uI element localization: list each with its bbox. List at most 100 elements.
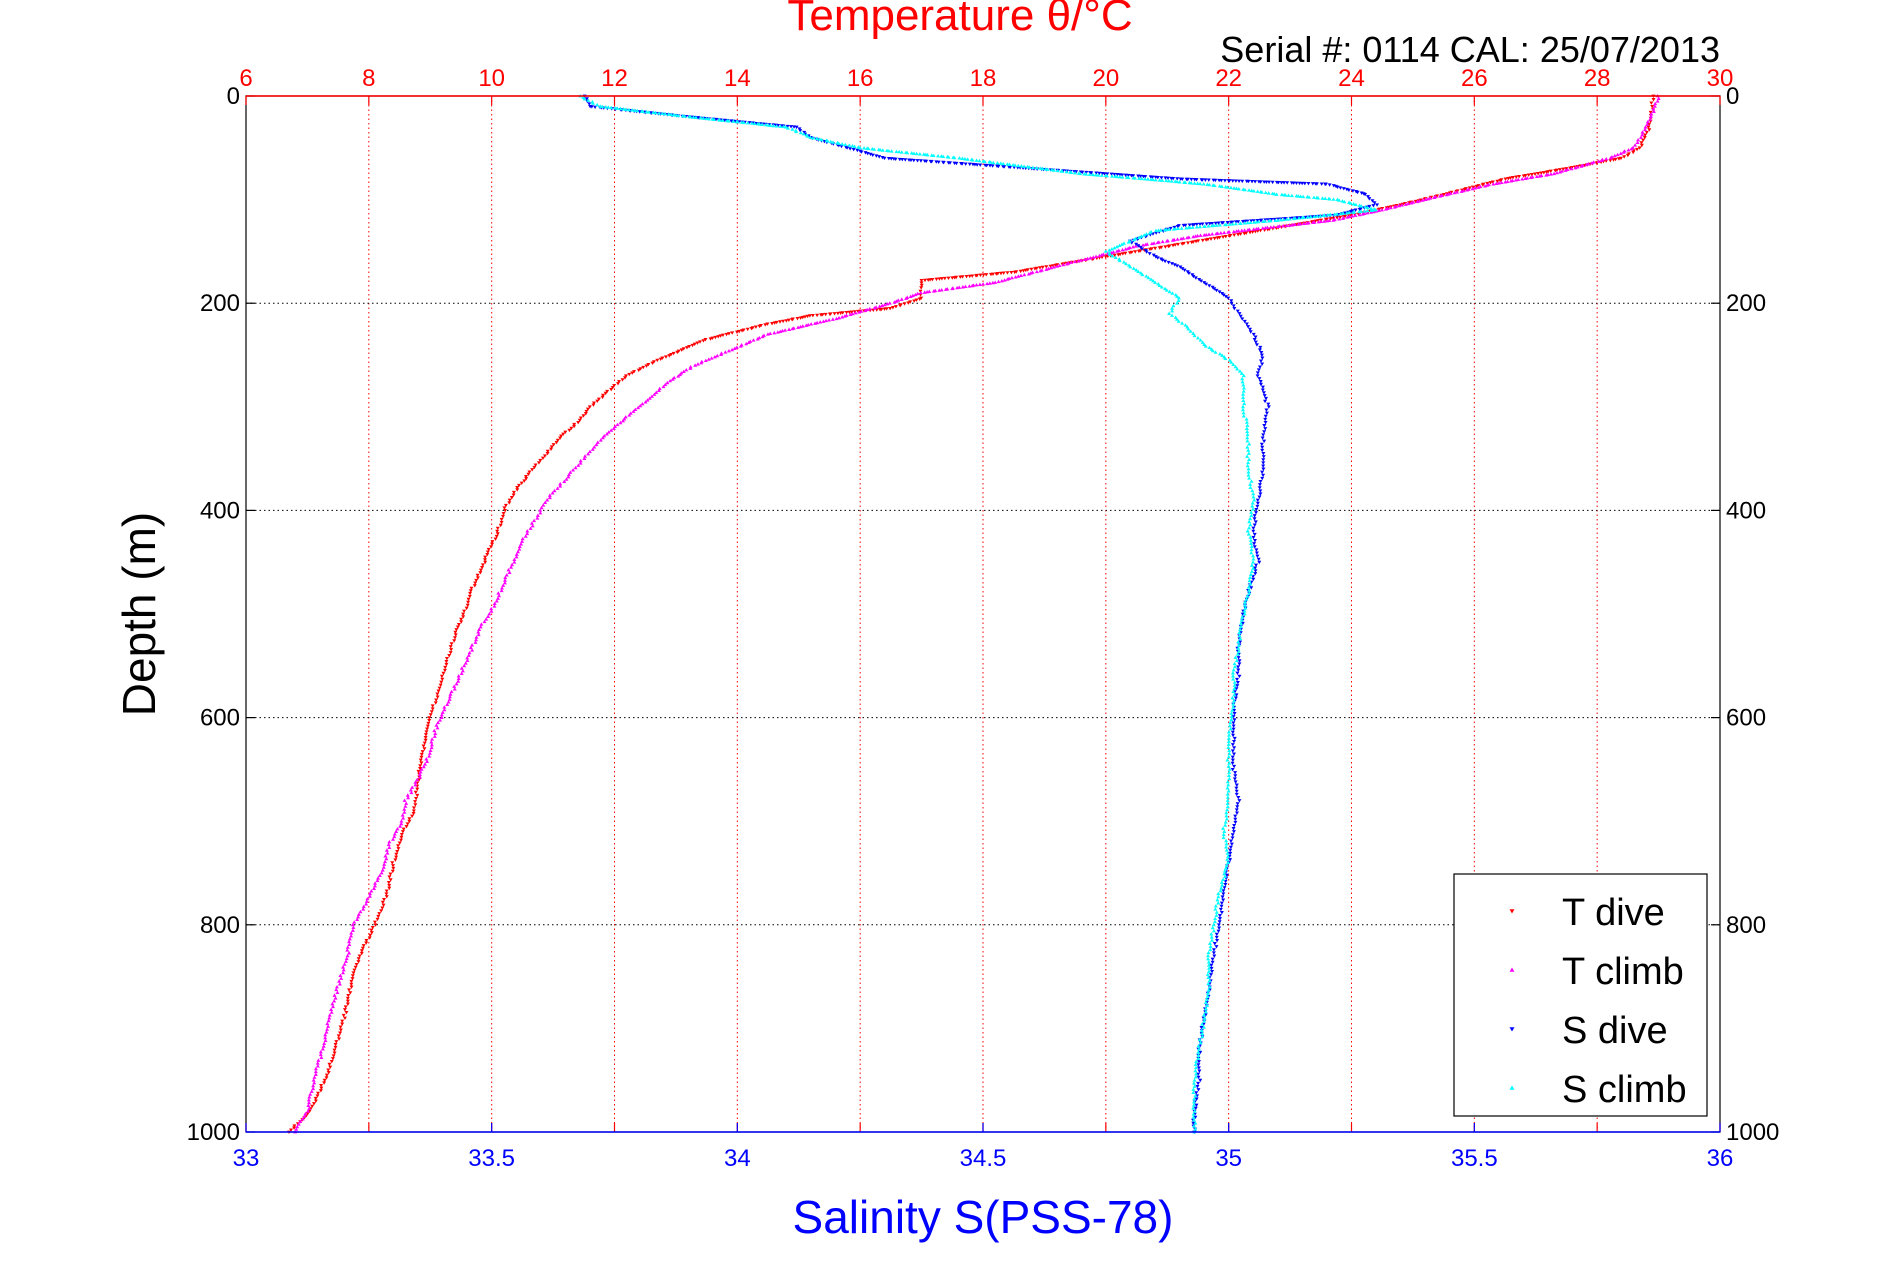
data-point [1120,175,1125,179]
data-point [1302,181,1307,186]
data-point [783,125,788,129]
data-point [693,363,698,367]
data-point [915,159,920,163]
data-point [1222,179,1227,183]
data-point [1160,258,1165,263]
data-point [908,294,913,299]
data-point [950,286,955,291]
data-point [890,306,895,310]
data-point [1254,343,1259,347]
data-point [1231,752,1236,756]
data-point [1155,176,1160,180]
data-point [1491,182,1496,186]
data-point [555,486,560,490]
data-point [1261,219,1266,223]
data-point [1357,209,1362,214]
data-point [338,973,343,978]
data-point [1219,886,1224,890]
data-point [1219,178,1224,183]
data-point [1210,957,1215,961]
data-point [494,534,499,539]
data-point [375,917,380,922]
data-point [1166,244,1171,249]
data-point [746,340,751,345]
data-point [563,430,568,435]
temperature-tick-label: 16 [847,65,874,92]
data-point [915,291,920,296]
data-point [1231,721,1236,725]
data-point [911,158,916,163]
temperature-tick-label: 6 [239,65,252,92]
data-point [456,676,461,681]
data-point [1521,174,1526,178]
data-point [939,287,944,292]
data-point [1651,109,1656,113]
data-point [423,738,428,743]
data-point [522,479,527,483]
data-point [1069,260,1074,264]
data-point [1193,234,1198,238]
data-point [1227,358,1232,362]
data-point [957,156,962,160]
data-point [1233,774,1238,778]
data-point [1193,1121,1198,1125]
data-point [1323,196,1328,200]
data-point [1202,233,1207,237]
data-point [886,148,891,153]
data-point [1029,267,1034,272]
data-point [1196,1063,1201,1067]
data-point [653,110,658,115]
data-point [1648,114,1653,119]
data-point [1212,287,1217,291]
data-point [345,996,350,1001]
legend-label: S dive [1562,1010,1668,1052]
data-point [918,290,923,295]
data-point [840,315,845,319]
data-point [350,977,355,981]
data-point [852,310,857,314]
legend-marker [1509,967,1515,972]
data-point [911,151,916,155]
data-point [465,658,470,663]
data-point [1230,833,1235,837]
data-point [1175,225,1180,229]
data-point [1188,329,1193,333]
salinity-tick-label: 33 [233,1145,260,1172]
data-point [1252,338,1257,342]
data-point [1232,186,1237,190]
data-point [1231,667,1236,672]
data-point [1197,1069,1202,1073]
data-point [1080,170,1085,175]
data-point [684,346,689,350]
data-point [1226,730,1231,734]
data-point [749,326,754,331]
data-point [452,687,457,691]
data-point [1279,192,1284,197]
data-point [1252,545,1257,549]
data-point [1254,226,1259,231]
data-point [1246,325,1251,329]
data-point [343,1005,348,1009]
data-point [1227,751,1232,756]
data-point [1230,758,1235,763]
data-point [1335,216,1340,220]
data-point [1251,535,1256,540]
data-point [1198,181,1203,186]
data-point [1298,194,1303,198]
data-point [1300,215,1305,220]
data-point [1136,249,1141,254]
data-point [1272,192,1277,196]
data-point [958,275,963,279]
data-point [377,873,382,877]
data-point [745,327,750,332]
data-point [1284,223,1289,228]
data-point [1263,417,1268,422]
data-point [809,322,814,326]
data-point [1046,266,1051,271]
data-point [582,96,587,101]
data-point [1231,362,1236,367]
data-point [1019,273,1024,277]
data-point [1233,817,1238,822]
data-point [1016,274,1021,278]
data-point [1079,258,1084,262]
